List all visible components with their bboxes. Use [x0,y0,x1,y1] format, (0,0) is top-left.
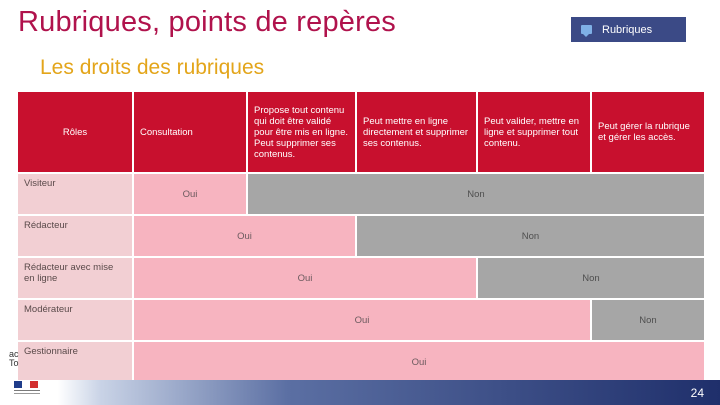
page-title: Rubriques, points de repères [18,6,396,38]
column-header-manage: Peut gérer la rubrique et gérer les accè… [590,90,706,174]
non-cell: Non [355,214,706,258]
page-subtitle: Les droits des rubriques [40,56,265,79]
role-cell: Gestionnaire [16,340,134,384]
oui-cell: Oui [132,256,478,300]
table-row: Visiteur Oui Non [16,172,706,216]
column-header-consultation: Consultation [132,90,248,174]
table-header-row: Rôles Consultation Propose tout contenu … [16,90,706,174]
table-row: Rédacteur avec mise en ligne Oui Non [16,256,706,300]
column-header-publish: Peut mettre en ligne directement et supp… [355,90,478,174]
non-cell: Non [246,172,706,216]
column-header-validate: Peut valider, mettre en ligne et supprim… [476,90,592,174]
table-row: Gestionnaire Oui [16,340,706,384]
oui-cell: Oui [132,340,706,384]
column-header-roles: Rôles [16,90,134,174]
side-fragment-text: ac To [9,349,19,368]
table-row: Rédacteur Oui Non [16,214,706,258]
republique-logo-icon [12,381,42,401]
speech-bubble-icon [581,25,592,37]
oui-cell: Oui [132,214,357,258]
role-cell: Visiteur [16,172,134,216]
role-cell: Modérateur [16,298,134,342]
oui-cell: Oui [132,298,592,342]
rubriques-tag-label: Rubriques [602,23,653,36]
column-header-propose: Propose tout contenu qui doit être valid… [246,90,357,174]
role-cell: Rédacteur avec mise en ligne [16,256,134,300]
non-cell: Non [590,298,706,342]
rubriques-tag: Rubriques [571,17,686,42]
page-number: 24 [690,386,704,400]
table-row: Modérateur Oui Non [16,298,706,342]
role-cell: Rédacteur [16,214,134,258]
oui-cell: Oui [132,172,248,216]
footer-bar: 24 [0,380,720,405]
non-cell: Non [476,256,706,300]
rights-table: Rôles Consultation Propose tout contenu … [16,90,706,384]
